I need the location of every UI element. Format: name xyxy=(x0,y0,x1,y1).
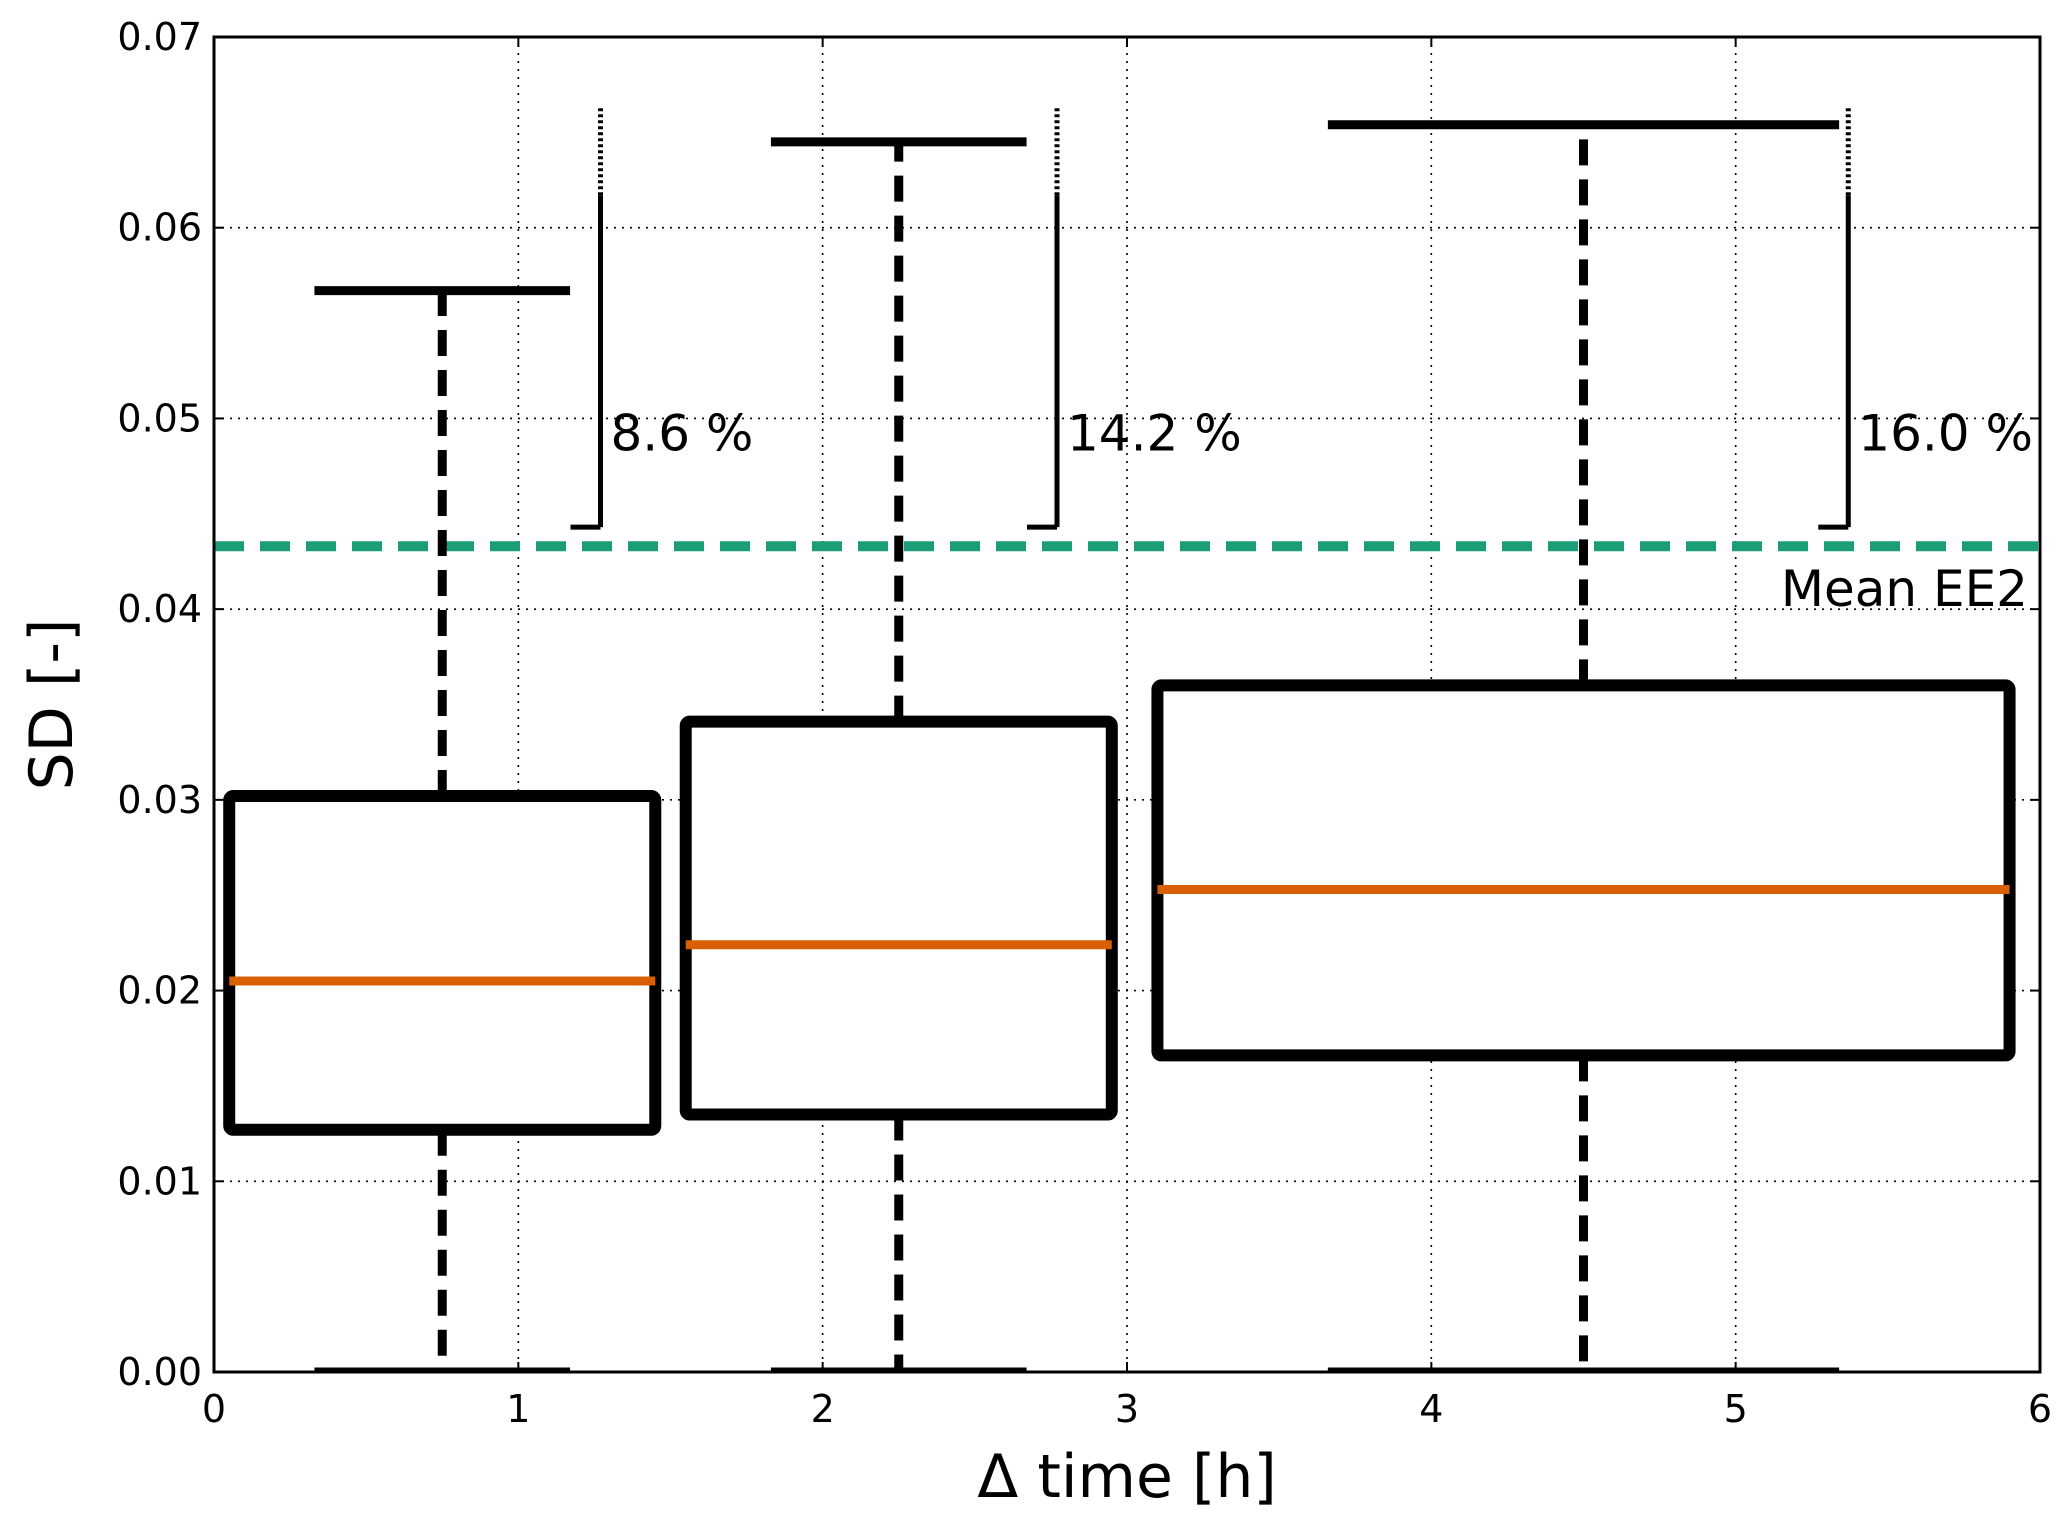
reference-line-group: Mean EE2 xyxy=(214,541,2040,618)
box-rect xyxy=(1151,679,2016,1062)
percent-label: 8.6 % xyxy=(611,404,754,462)
brackets-group: 8.6 % 14.2 % 16.0 % xyxy=(570,107,2033,530)
box-group xyxy=(679,137,1118,1373)
reference-line-label: Mean EE2 xyxy=(1781,560,2028,618)
box-rect xyxy=(223,790,662,1136)
x-tick-label: 4 xyxy=(1419,1387,1443,1431)
y-tick-label: 0.05 xyxy=(117,396,202,440)
box-group xyxy=(223,286,662,1373)
y-tick-label: 0.06 xyxy=(117,206,202,250)
x-tick-label: 3 xyxy=(1115,1387,1139,1431)
percent-label: 14.2 % xyxy=(1067,404,1242,462)
y-tick-label: 0.00 xyxy=(117,1350,202,1394)
x-tick-label: 0 xyxy=(202,1387,226,1431)
grid-lines xyxy=(214,37,2040,1372)
x-tick-label: 2 xyxy=(811,1387,835,1431)
y-tick-label: 0.01 xyxy=(117,1159,202,1203)
x-tick-label: 5 xyxy=(1724,1387,1748,1431)
ticks-group: 0 1 2 3 4 5 6 0.00 0.01 0.02 0.03 0.04 0.05 0.06 0.07 xyxy=(117,15,2052,1431)
box-group xyxy=(1151,120,2016,1373)
bracket-group: 16.0 % xyxy=(1818,107,2033,530)
percent-label: 16.0 % xyxy=(1858,404,2033,462)
y-tick-label: 0.02 xyxy=(117,969,202,1013)
y-tick-label: 0.03 xyxy=(117,778,202,822)
x-axis-label: Δ time [h] xyxy=(977,1442,1277,1512)
bracket-group: 14.2 % xyxy=(1027,107,1242,530)
boxes-group xyxy=(223,120,2016,1373)
x-tick-label: 1 xyxy=(506,1387,530,1431)
y-axis-label: SD [-] xyxy=(17,619,87,791)
y-tick-label: 0.04 xyxy=(117,587,202,631)
x-tick-label: 6 xyxy=(2028,1387,2052,1431)
bracket-group: 8.6 % xyxy=(570,107,754,530)
box-rect xyxy=(679,715,1118,1121)
y-tick-label: 0.07 xyxy=(117,15,202,59)
